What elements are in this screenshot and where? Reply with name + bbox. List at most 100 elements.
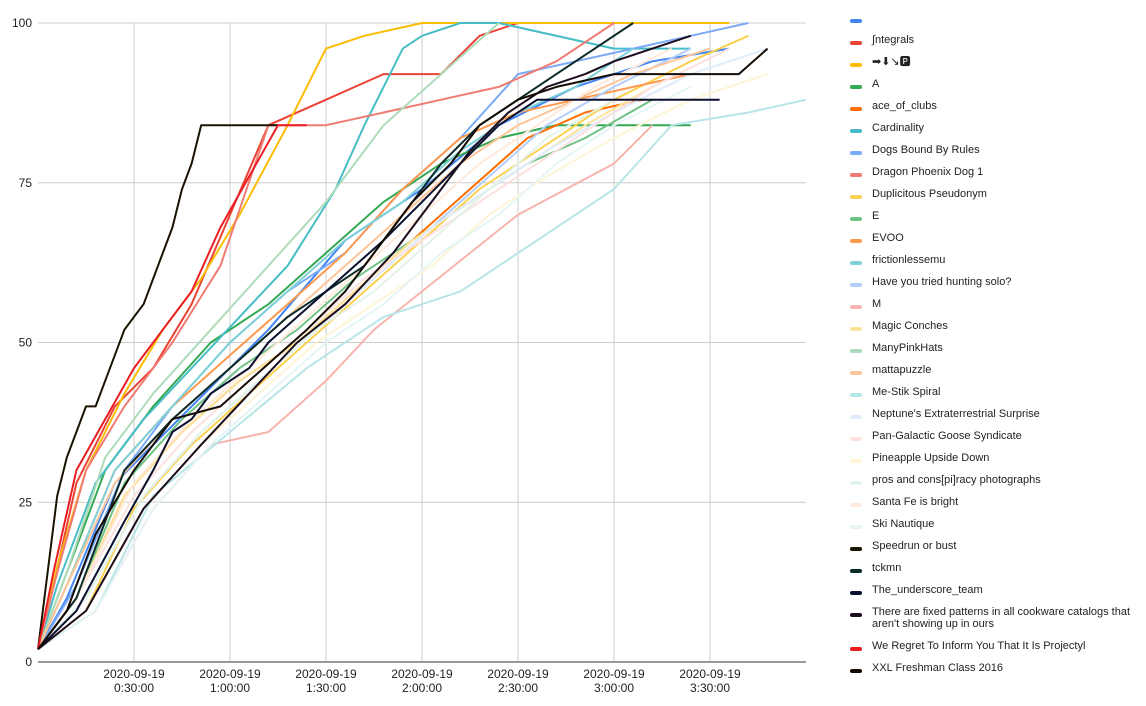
legend-swatch [850, 217, 862, 221]
legend-item: Magic Conches [850, 320, 1140, 342]
series-line-21 [37, 98, 615, 650]
series-line-10 [37, 73, 692, 650]
legend-label: Have you tried hunting solo? [872, 276, 1012, 288]
x-tick-label-date: 2020-09-19 [487, 667, 549, 681]
legend-label: ∫ntegrals [872, 34, 915, 46]
y-tick-label: 50 [19, 336, 33, 350]
legend-swatch [850, 393, 862, 397]
legend-label: Pineapple Upside Down [872, 452, 990, 464]
legend-item: Cardinality [850, 122, 1140, 144]
legend-item: M [850, 298, 1140, 320]
y-tick-label: 25 [19, 495, 33, 509]
legend-item [850, 12, 1140, 34]
series-line-26 [37, 98, 720, 650]
y-tick-label: 75 [19, 176, 33, 190]
legend-label: mattapuzzle [872, 364, 932, 376]
legend-label: tckmn [872, 562, 902, 574]
legend-item: mattapuzzle [850, 364, 1140, 386]
series-line-17 [37, 98, 807, 651]
legend-swatch [850, 63, 862, 67]
x-tick-label-time: 1:00:00 [210, 681, 250, 695]
legend-item: Santa Fe is bright [850, 496, 1140, 518]
legend-swatch [850, 525, 862, 529]
legend-item: The_underscore_team [850, 584, 1140, 606]
legend-item: Have you tried hunting solo? [850, 276, 1140, 298]
legend-label: The_underscore_team [872, 584, 983, 596]
legend-item: EVOO [850, 232, 1140, 254]
legend-label: Pan-Galactic Goose Syndicate [872, 430, 1022, 442]
legend-swatch [850, 481, 862, 485]
legend-swatch [850, 647, 862, 651]
legend-label: Neptune's Extraterrestrial Surprise [872, 408, 1040, 420]
legend-item: Dogs Bound By Rules [850, 144, 1140, 166]
series-line-28 [37, 124, 307, 650]
legend-label: ➡⬇↘🅿 [872, 56, 911, 68]
legend-swatch [850, 437, 862, 441]
legend-swatch [850, 569, 862, 573]
legend-item: ➡⬇↘🅿 [850, 56, 1140, 78]
legend-swatch [850, 459, 862, 463]
legend-label: Ski Nautique [872, 518, 935, 530]
legend-label: EVOO [872, 232, 904, 244]
legend-item: XXL Freshman Class 2016 [850, 662, 1140, 684]
legend-item: frictionlessemu [850, 254, 1140, 276]
legend-label: Dogs Bound By Rules [872, 144, 980, 156]
series-line-29 [37, 47, 769, 650]
legend-label: A [872, 78, 880, 90]
legend-swatch [850, 547, 862, 551]
legend-swatch [850, 613, 862, 617]
legend-item: ∫ntegrals [850, 34, 1140, 56]
legend-label: Cardinality [872, 122, 924, 134]
legend-item: Duplicitous Pseudonym [850, 188, 1140, 210]
series-line-13 [37, 124, 654, 651]
legend-label: There are fixed patterns in all cookware… [872, 606, 1131, 630]
series-line-0 [37, 47, 730, 650]
legend-item: ManyPinkHats [850, 342, 1140, 364]
legend-label: Me-Stik Spiral [872, 386, 941, 398]
legend-label: Santa Fe is bright [872, 496, 959, 508]
legend-item: ace_of_clubs [850, 100, 1140, 122]
legend-item: Pineapple Upside Down [850, 452, 1140, 474]
legend-item: A [850, 78, 1140, 100]
legend-item: Ski Nautique [850, 518, 1140, 540]
series-line-11 [37, 47, 634, 650]
legend-swatch [850, 19, 862, 23]
legend-item: Dragon Phoenix Dog 1 [850, 166, 1140, 188]
series-line-24 [37, 124, 278, 650]
x-tick-label-time: 2:00:00 [402, 681, 442, 695]
legend-label: ace_of_clubs [872, 100, 937, 112]
legend-swatch [850, 283, 862, 287]
legend-item: Speedrun or bust [850, 540, 1140, 562]
x-tick-label-date: 2020-09-19 [295, 667, 357, 681]
series-line-5 [37, 22, 691, 650]
x-tick-label-date: 2020-09-19 [679, 667, 741, 681]
x-tick-label-time: 3:30:00 [690, 681, 730, 695]
legend-item: Me-Stik Spiral [850, 386, 1140, 408]
legend-label: ManyPinkHats [872, 342, 943, 354]
legend-item: Neptune's Extraterrestrial Surprise [850, 408, 1140, 430]
legend-label: frictionlessemu [872, 254, 946, 266]
legend-swatch [850, 239, 862, 243]
legend-item: There are fixed patterns in all cookware… [850, 606, 1140, 640]
legend-swatch [850, 173, 862, 177]
legend-label: Magic Conches [872, 320, 948, 332]
legend-item: Pan-Galactic Goose Syndicate [850, 430, 1140, 452]
x-tick-label-time: 0:30:00 [114, 681, 154, 695]
legend-label: We Regret To Inform You That It Is Proje… [872, 640, 1086, 652]
series-line-23 [37, 86, 692, 651]
legend-swatch [850, 261, 862, 265]
series-line-20 [37, 73, 768, 650]
series-line-2 [37, 22, 730, 650]
x-tick-label-date: 2020-09-19 [391, 667, 453, 681]
legend-item: E [850, 210, 1140, 232]
legend-swatch [850, 415, 862, 419]
legend-label: E [872, 210, 880, 222]
legend-swatch [850, 195, 862, 199]
legend-swatch [850, 107, 862, 111]
legend-label: pros and cons[pi]racy photographs [872, 474, 1041, 486]
legend-swatch [850, 669, 862, 673]
legend-swatch [850, 41, 862, 45]
x-tick-label-time: 1:30:00 [306, 681, 346, 695]
legend-swatch [850, 85, 862, 89]
